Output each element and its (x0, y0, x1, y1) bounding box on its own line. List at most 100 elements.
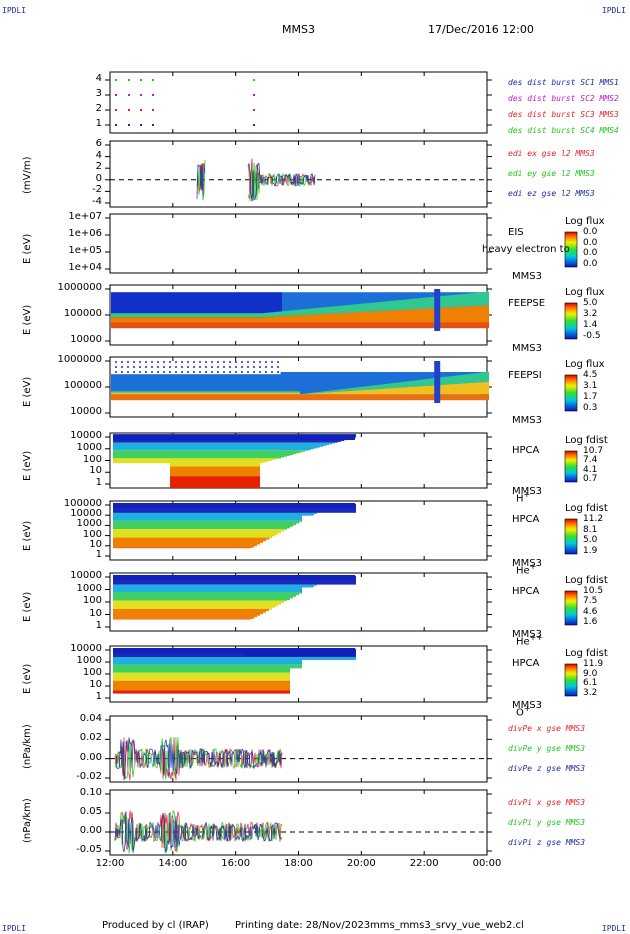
hpca_he-pixel (197, 537, 200, 548)
hpca_he-pixel (224, 529, 227, 538)
feepse-pixel (294, 292, 297, 323)
hpca_o-pixel (290, 657, 293, 665)
feepse-pixel (159, 317, 162, 323)
feepsi-pixel (372, 385, 375, 390)
feepse-pixel (321, 307, 324, 315)
feepsi-pixel (309, 393, 312, 395)
hpca_o-pixel (137, 690, 140, 694)
feepsi-pixel (153, 372, 156, 395)
feepsi-pixel (456, 375, 459, 384)
hpca_o-pixel (215, 648, 218, 658)
hpca_he-pixel (236, 547, 239, 549)
feepsi-pixel (195, 394, 198, 401)
feepse-pixel (369, 322, 372, 329)
hpca_he-pixel (122, 512, 125, 521)
hpca_o-pixel (281, 680, 284, 691)
hpca_hepp-pixel (209, 584, 212, 593)
hpca_hepp-pixel (209, 600, 212, 609)
feepse-pixel (150, 322, 153, 329)
hpca_hepp-pixel (203, 575, 206, 585)
hpca_hepp-pixel (179, 618, 182, 620)
feepsi-pixel (264, 392, 267, 395)
hpca_he-pixel (203, 503, 206, 513)
feepse-pixel (237, 317, 240, 323)
hpca_h-pixel (218, 466, 221, 477)
hpca_hepp-pixel (173, 618, 176, 620)
hpca_o-pixel (206, 680, 209, 691)
feepse-pixel (348, 322, 351, 329)
hpca_he-pixel (122, 503, 125, 513)
hpca_o-pixel (284, 690, 287, 694)
feepsi-pixel (444, 376, 447, 385)
hpca_h-pixel (278, 450, 281, 459)
divpi-series-1 (114, 810, 283, 854)
feepse-pixel (459, 306, 462, 323)
feepsi-pixel (423, 379, 426, 387)
feepse-pixel (378, 322, 381, 329)
hpca_he-pixel (278, 529, 281, 534)
hpca_hepp-pixel (182, 592, 185, 601)
feepsi-pixel (378, 384, 381, 389)
hpca_hepp-pixel (182, 618, 185, 620)
feepse-pixel (186, 322, 189, 329)
hpca_hepp-pixel (233, 575, 236, 585)
feepse-pixel (123, 322, 126, 329)
feepsi-pixel (237, 392, 240, 395)
hpca_hepp-pixel (290, 584, 293, 593)
feepsi-pixel (420, 394, 423, 401)
divpe-ytick-label: 0.00 (79, 751, 102, 763)
feepse-pixel (360, 312, 363, 323)
hpca_o-pixel (170, 648, 173, 658)
feepsi-pixel (144, 394, 147, 401)
hpca_hepp-pixel (272, 575, 275, 585)
feepsi-pixel (207, 372, 210, 395)
hpca_o-pixel (134, 657, 137, 665)
hpca_he-pixel (299, 512, 302, 521)
hpca_o-pixel (119, 657, 122, 665)
feepsi-pixel (333, 391, 336, 395)
feepsi-pixel (240, 394, 243, 401)
hpca_o-pixel (242, 657, 245, 665)
hpca_o-pixel (218, 680, 221, 691)
feepsi-pixel (288, 394, 291, 401)
hpca_hepp-pixel (176, 600, 179, 609)
hpca_hepp-pixel (233, 584, 236, 593)
hpca_h-pixel (263, 442, 266, 451)
feepse-pixel (144, 292, 147, 323)
hpca_h-pixel (269, 458, 272, 461)
feepsi-colorbar-value: 4.5 (583, 370, 598, 380)
hpca_o-pixel (227, 664, 230, 673)
hpca_o-pixel (287, 657, 290, 665)
hpca_hepp-pixel (146, 618, 149, 620)
hpca_hepp-pixel (218, 584, 221, 593)
hpca_h-pixel (227, 442, 230, 451)
feepsi-pixel (408, 394, 411, 401)
feepse-colorbar-title: Log flux (565, 287, 605, 298)
feepsi-pixel (375, 394, 378, 401)
hpca_hepp-pixel (131, 618, 134, 620)
hpca_o-pixel (164, 680, 167, 691)
species-symbol: He (516, 565, 530, 577)
hpca_h-pixel (248, 466, 251, 477)
hpca_hepp-pixel (257, 608, 260, 616)
hpca_he-pixel (194, 520, 197, 530)
hpca_h-pixel (122, 458, 125, 464)
feepsi-pixel (345, 391, 348, 395)
hpca_hepp-ylabel: E (eV) (22, 591, 33, 622)
hpca_he-pixel (143, 529, 146, 538)
hpca_hepp-pixel (146, 600, 149, 609)
feepse-pixel (252, 322, 255, 329)
hpca_o-pixel (131, 680, 134, 691)
feepsi-pixel (381, 384, 384, 389)
hpca_o-pixel (131, 657, 134, 665)
hpca_he-pixel (188, 537, 191, 548)
hpca_h-pixel (221, 442, 224, 451)
hpca_h-pixel (131, 442, 134, 451)
hpca_h-pixel (200, 466, 203, 477)
hpca_hepp-pixel (134, 584, 137, 593)
hpca_h-pixel (305, 450, 308, 451)
hpca_o-pixel (125, 672, 128, 681)
hpca_o-pixel (212, 690, 215, 694)
hpca_hepp-pixel (170, 618, 173, 620)
feepse-pixel (228, 292, 231, 323)
